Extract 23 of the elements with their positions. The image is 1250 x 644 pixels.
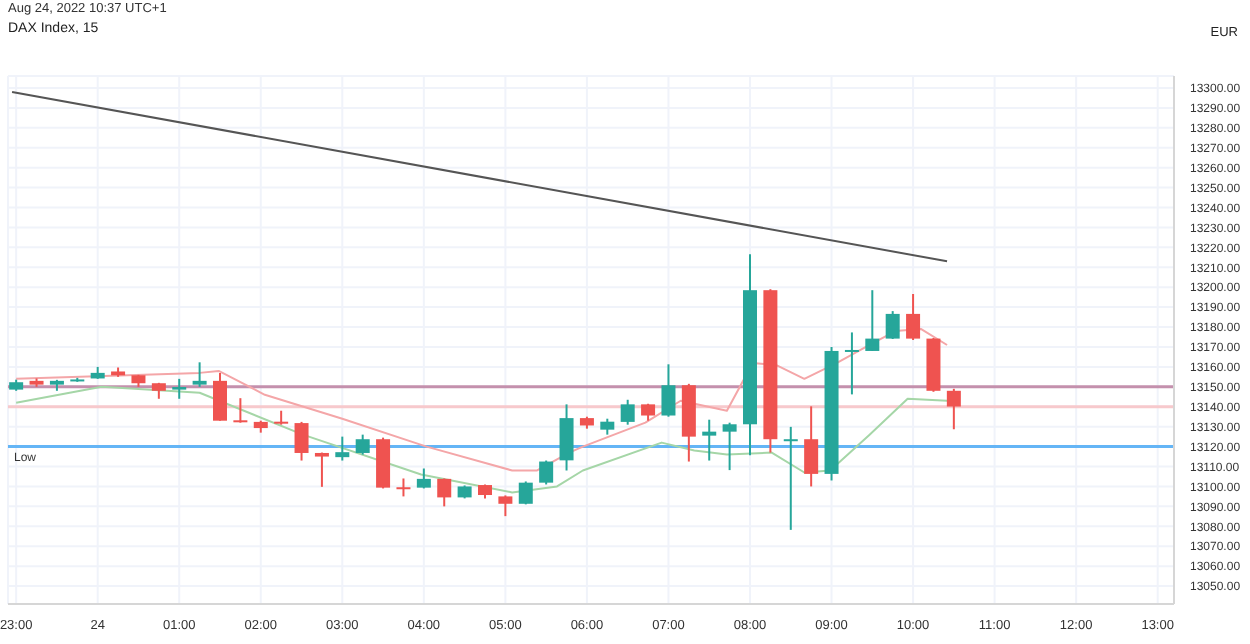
candlestick: [865, 289, 880, 352]
candlestick: [172, 377, 187, 400]
candlestick: [620, 398, 635, 426]
candlestick: [559, 403, 574, 472]
candlestick: [722, 421, 737, 472]
candlestick: [661, 363, 676, 418]
candlestick: [946, 387, 961, 431]
candlestick: [437, 477, 452, 508]
candlestick: [783, 425, 798, 531]
candlestick: [335, 435, 350, 462]
candlestick: [702, 418, 717, 462]
candlestick: [906, 292, 921, 341]
candlestick: [233, 397, 248, 424]
candlestick: [885, 310, 900, 340]
candlestick: [355, 433, 370, 456]
candlestick: [213, 371, 227, 422]
candlestick: [314, 451, 329, 488]
candlestick: [192, 361, 207, 388]
candlestick: [804, 405, 819, 488]
candlestick: [294, 420, 309, 462]
candlestick: [844, 331, 859, 396]
candlestick: [539, 459, 554, 486]
candlestick: [498, 494, 513, 518]
